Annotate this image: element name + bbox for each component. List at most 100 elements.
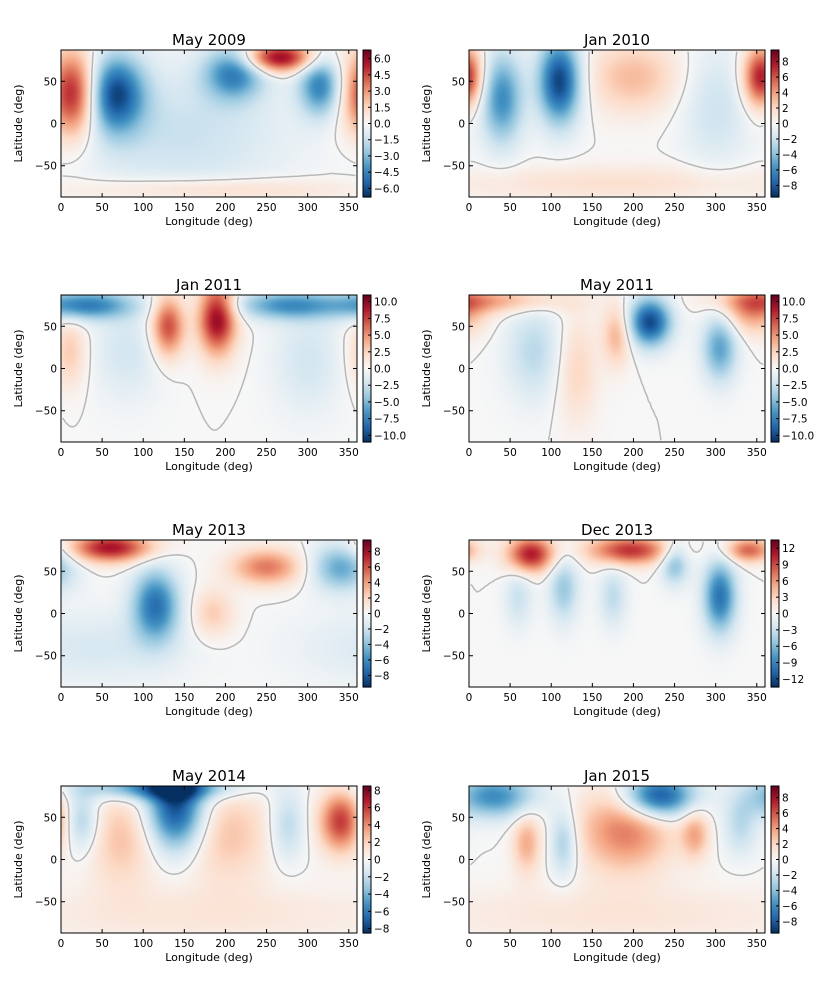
colorbar-segment bbox=[771, 397, 779, 401]
colorbar-segment bbox=[771, 635, 779, 639]
colorbar-segment bbox=[771, 615, 779, 619]
colorbar-segment bbox=[363, 415, 371, 419]
colorbar-segment bbox=[363, 407, 371, 411]
colorbar-segment bbox=[363, 368, 371, 372]
colorbar-segment bbox=[771, 611, 779, 615]
colorbar-segment bbox=[771, 682, 779, 686]
colorbar-segment bbox=[771, 893, 779, 897]
colorbar-segment bbox=[771, 336, 779, 340]
colorbar-segment bbox=[771, 886, 779, 890]
x-tick-label: 200 bbox=[623, 692, 643, 704]
colorbar-tick-label: −10.0 bbox=[782, 430, 814, 442]
colorbar-segment bbox=[363, 307, 371, 311]
colorbar-segment bbox=[771, 157, 779, 161]
colorbar-segment bbox=[771, 106, 779, 110]
colorbar-segment bbox=[363, 682, 371, 686]
colorbar-segment bbox=[363, 591, 371, 595]
colorbar-segment bbox=[771, 155, 779, 159]
colorbar-tick-label: −4 bbox=[782, 149, 798, 161]
colorbar-segment bbox=[363, 427, 371, 431]
colorbar-segment bbox=[771, 815, 779, 819]
colorbar-segment bbox=[363, 598, 371, 602]
colorbar-tick-label: 0 bbox=[374, 855, 381, 867]
colorbar-segment bbox=[363, 891, 371, 895]
colorbar-segment bbox=[363, 121, 371, 125]
colorbar-segment bbox=[771, 805, 779, 809]
chart-panel: Jan 2011 0 50 100 150 200 250 300 350 50 0 −50 Longi… bbox=[12, 276, 406, 473]
colorbar-segment bbox=[363, 101, 371, 105]
colorbar-segment bbox=[771, 72, 779, 76]
colorbar-segment bbox=[363, 297, 371, 301]
colorbar-tick-label: 4 bbox=[782, 88, 789, 100]
colorbar-segment bbox=[363, 424, 371, 428]
colorbar-segment bbox=[363, 835, 371, 839]
colorbar-segment bbox=[771, 593, 779, 597]
colorbar-segment bbox=[363, 86, 371, 90]
colorbar-segment bbox=[363, 395, 371, 399]
colorbar-segment bbox=[771, 857, 779, 861]
colorbar-segment bbox=[771, 366, 779, 370]
colorbar-segment bbox=[771, 667, 779, 671]
colorbar-segment bbox=[363, 928, 371, 932]
colorbar-tick-label: 7.5 bbox=[782, 313, 799, 325]
colorbar-segment bbox=[363, 857, 371, 861]
colorbar-segment bbox=[771, 148, 779, 152]
colorbar-segment bbox=[771, 113, 779, 117]
x-tick-label: 150 bbox=[174, 692, 194, 704]
colorbar-segment bbox=[363, 635, 371, 639]
colorbar-segment bbox=[363, 429, 371, 433]
colorbar-segment bbox=[771, 562, 779, 566]
zero-contour bbox=[470, 541, 764, 593]
colorbar-segment bbox=[363, 633, 371, 637]
colorbar-segment bbox=[363, 603, 371, 607]
colorbar-segment bbox=[363, 679, 371, 683]
colorbar-segment bbox=[363, 422, 371, 426]
colorbar-tick-label: 9 bbox=[782, 560, 789, 572]
colorbar-segment bbox=[771, 91, 779, 95]
colorbar-segment bbox=[363, 837, 371, 841]
colorbar-segment bbox=[363, 54, 371, 58]
colorbar-segment bbox=[363, 64, 371, 68]
chart-title: Jan 2010 bbox=[583, 31, 650, 49]
colorbar-segment bbox=[363, 808, 371, 812]
colorbar-segment bbox=[771, 596, 779, 600]
colorbar-segment bbox=[771, 79, 779, 83]
colorbar-segment bbox=[363, 152, 371, 156]
colorbar-segment bbox=[363, 405, 371, 409]
colorbar-tick-label: 6 bbox=[374, 803, 381, 815]
x-tick-label: 150 bbox=[582, 938, 602, 950]
colorbar-segment bbox=[363, 358, 371, 362]
colorbar-segment bbox=[363, 138, 371, 142]
y-tick-label: 0 bbox=[458, 364, 465, 376]
colorbar-segment bbox=[363, 184, 371, 188]
colorbar-segment bbox=[771, 584, 779, 588]
colorbar-segment bbox=[363, 378, 371, 382]
y-axis-label: Latitude (deg) bbox=[12, 329, 25, 407]
x-tick-label: 300 bbox=[298, 202, 318, 214]
colorbar-segment bbox=[363, 432, 371, 436]
colorbar-segment bbox=[363, 606, 371, 610]
colorbar-tick-label: 4 bbox=[374, 578, 381, 590]
colorbar-segment bbox=[363, 366, 371, 370]
colorbar-segment bbox=[363, 334, 371, 338]
x-axis-label: Longitude (deg) bbox=[165, 705, 253, 718]
x-tick-label: 50 bbox=[95, 938, 108, 950]
colorbar-segment bbox=[771, 81, 779, 85]
colorbar-segment bbox=[771, 402, 779, 406]
colorbar-segment bbox=[771, 383, 779, 387]
colorbar-segment bbox=[771, 566, 779, 570]
colorbar-segment bbox=[771, 835, 779, 839]
colorbar-tick-label: 2.5 bbox=[782, 347, 799, 359]
colorbar-segment bbox=[771, 633, 779, 637]
colorbar-segment bbox=[363, 84, 371, 88]
colorbar-segment bbox=[363, 920, 371, 924]
colorbar-tick-label: 4 bbox=[374, 820, 381, 832]
colorbar-segment bbox=[771, 638, 779, 642]
colorbar-segment bbox=[771, 162, 779, 166]
colorbar-tick-label: −2 bbox=[374, 872, 389, 884]
colorbar-segment bbox=[771, 331, 779, 335]
colorbar-segment bbox=[363, 650, 371, 654]
y-tick-label: −50 bbox=[35, 406, 57, 418]
colorbar-segment bbox=[363, 412, 371, 416]
colorbar-segment bbox=[363, 552, 371, 556]
